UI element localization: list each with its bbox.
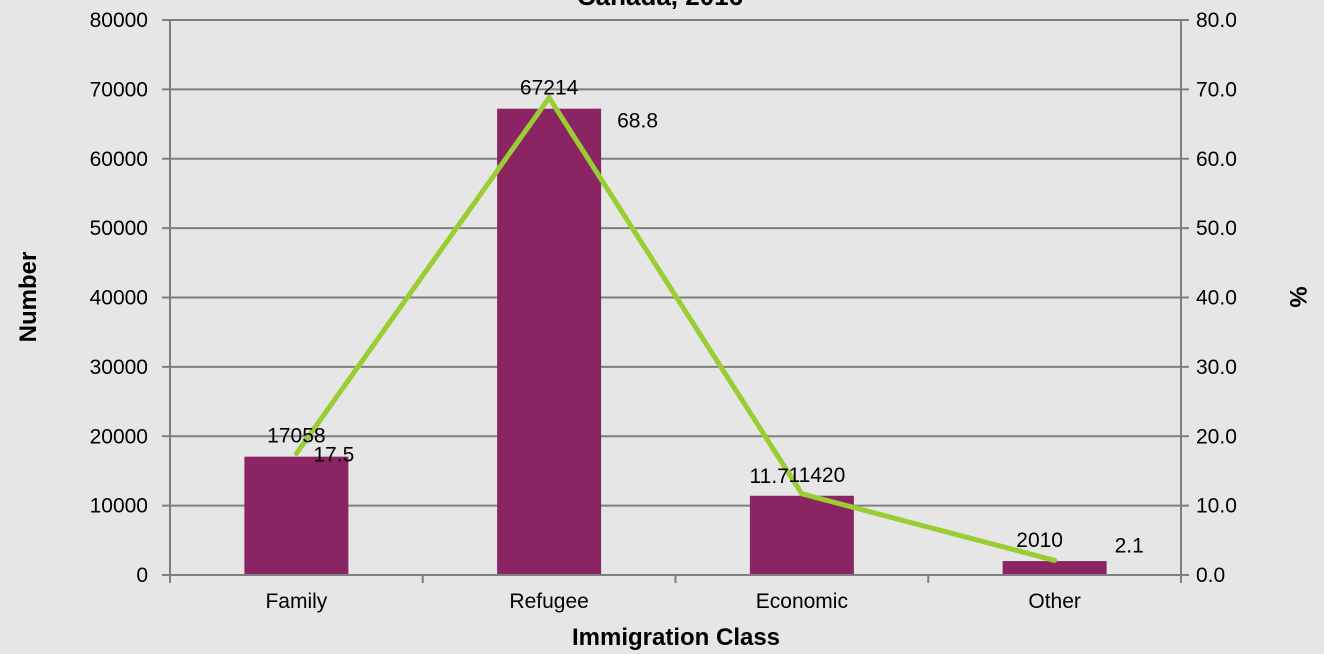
line-value-label: 11.7 [750,465,789,488]
line-value-label: 68.8 [617,110,658,133]
y2-tick-label: 50.0 [1196,217,1237,240]
bar-series [244,108,1107,575]
line-point [799,491,805,497]
line-value-label: 2.1 [1115,534,1144,557]
y-tick-label: 10000 [90,495,148,518]
bar [497,108,602,575]
y-tick-label: 40000 [90,287,148,310]
bar-value-label: 2010 [1016,529,1063,552]
labels: 0 0.0 10000 10.0 20000 20.0 30000 30.0 40000 40.0… [90,9,1237,613]
gridlines [170,19,1181,507]
y-tick-label: 0 [136,564,148,587]
category-label: Refugee [509,590,588,613]
x-axis-title: Immigration Class [572,624,780,651]
y-tick-label: 20000 [90,425,148,448]
line-point [546,95,552,101]
y-tick-label: 70000 [90,78,148,101]
line-value-label: 17.5 [313,444,354,467]
bar [244,456,349,575]
line-point [293,451,299,457]
category-label: Family [265,590,327,613]
bar-value-label: 67214 [520,77,579,100]
y2-tick-label: 70.0 [1196,78,1237,101]
y-axis-title: Number [15,252,42,343]
bar [1002,561,1107,575]
y-tick-label: 60000 [90,148,148,171]
y-tick-label: 30000 [90,356,148,379]
y2-tick-label: 40.0 [1196,287,1237,310]
y2-tick-label: 80.0 [1196,9,1237,32]
axes [162,19,1189,583]
y2-tick-label: 20.0 [1196,425,1237,448]
line-point [1052,557,1058,563]
category-label: Economic [756,590,848,613]
bar [749,495,854,575]
y2-tick-label: 10.0 [1196,495,1237,518]
y2-tick-label: 30.0 [1196,356,1237,379]
bar-value-label: 11420 [788,464,845,487]
y-tick-label: 80000 [90,9,148,32]
y2-axis-title: % [1284,286,1311,307]
percent-line [294,93,1056,563]
y2-tick-label: 0.0 [1196,564,1225,587]
y2-tick-label: 60.0 [1196,148,1237,171]
chart-title: Canada, 2016 [577,0,743,11]
bar-value-label: 17058 [267,425,325,448]
category-label: Other [1028,590,1081,613]
y-tick-label: 50000 [90,217,148,240]
line-series [293,93,1058,563]
